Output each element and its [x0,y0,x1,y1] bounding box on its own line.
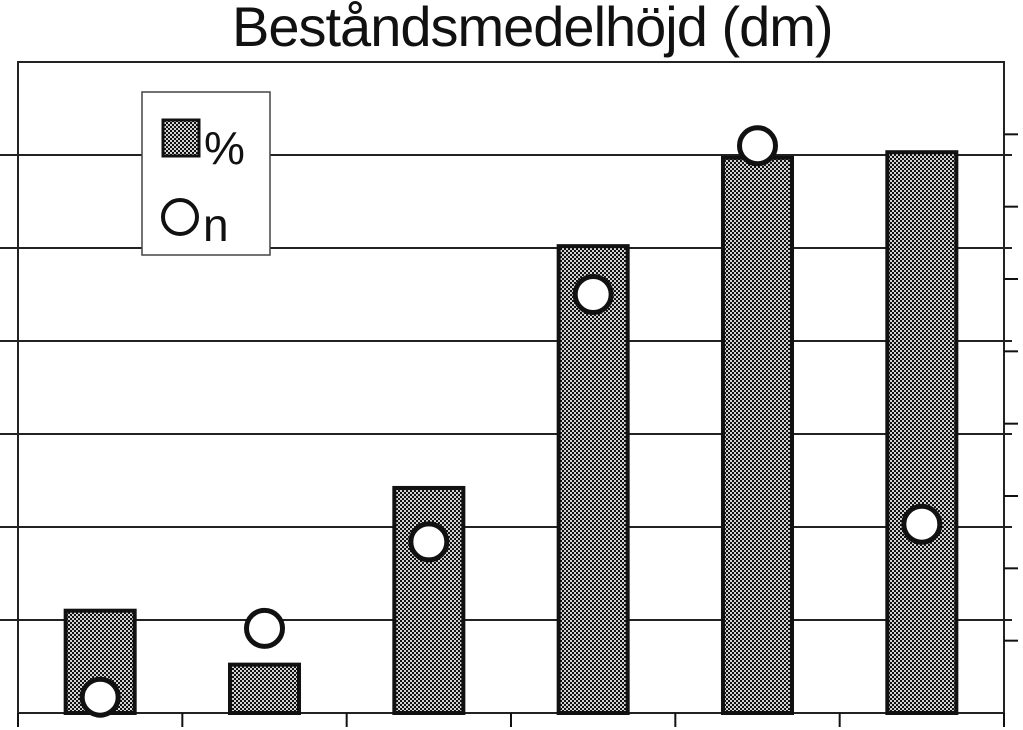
x-axis-ticks [17,713,1005,727]
bar [227,662,302,716]
marker-point [79,676,121,718]
right-axis-ticks [1004,133,1018,642]
legend-label-percent: % [204,122,245,174]
bar [720,155,795,716]
legend-swatch-marker [161,198,199,236]
marker-point [408,521,450,563]
legend-label-n: n [203,199,229,251]
marker-point [901,503,943,545]
marker-point [572,274,614,315]
bar [556,244,630,715]
chart-title: Beståndsmedelhöjd (dm) [232,0,834,58]
marker-series [79,125,943,718]
marker-point [244,607,285,649]
legend: % n [141,91,271,256]
bar [885,150,959,715]
legend-swatch-bar [161,118,201,158]
bar-series [63,150,959,716]
marker-point [737,125,778,167]
